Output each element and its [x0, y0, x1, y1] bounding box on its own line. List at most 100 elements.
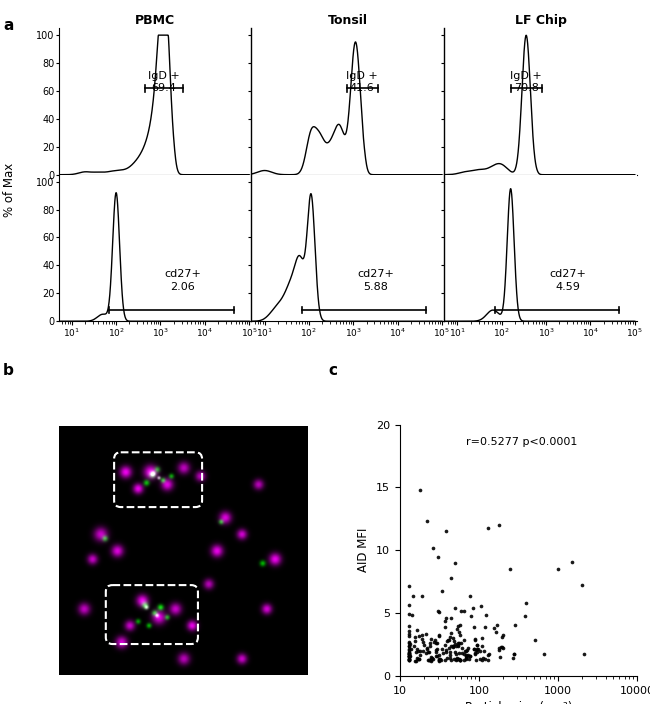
- Point: [471, 640, 482, 651]
- Point: [421, 628, 431, 639]
- Point: [459, 634, 469, 646]
- Text: 70.8: 70.8: [514, 82, 539, 93]
- Point: [460, 605, 470, 617]
- Point: [441, 645, 451, 656]
- Point: [415, 645, 426, 656]
- Point: [452, 640, 463, 651]
- Point: [404, 655, 414, 666]
- Point: [445, 631, 455, 643]
- Point: [454, 655, 465, 666]
- Point: [404, 599, 414, 610]
- Point: [439, 622, 450, 633]
- Point: [434, 655, 444, 666]
- Point: [447, 572, 457, 584]
- Point: [508, 653, 519, 664]
- Point: [480, 622, 490, 633]
- Point: [465, 591, 476, 602]
- Point: [425, 638, 436, 649]
- Point: [456, 647, 467, 658]
- Point: [479, 645, 489, 656]
- Point: [453, 640, 463, 651]
- Point: [462, 650, 473, 662]
- Point: [431, 637, 441, 648]
- Text: % of Max: % of Max: [3, 163, 16, 218]
- Point: [426, 651, 436, 662]
- Point: [417, 630, 428, 641]
- Point: [413, 654, 423, 665]
- Point: [432, 551, 443, 562]
- Point: [451, 654, 462, 665]
- Point: [404, 629, 414, 640]
- Point: [448, 640, 458, 651]
- Point: [460, 650, 471, 662]
- Text: IgD +: IgD +: [510, 71, 542, 81]
- Point: [469, 643, 479, 654]
- Point: [449, 635, 460, 646]
- Point: [425, 640, 436, 651]
- Point: [456, 637, 466, 648]
- Point: [461, 654, 471, 665]
- Point: [445, 612, 456, 624]
- Point: [404, 650, 415, 662]
- Point: [497, 642, 507, 653]
- Point: [495, 652, 505, 663]
- Point: [414, 654, 424, 665]
- Point: [441, 647, 452, 658]
- Point: [411, 646, 421, 658]
- Point: [457, 643, 467, 654]
- Point: [508, 648, 519, 660]
- Point: [404, 648, 414, 659]
- Point: [431, 646, 441, 658]
- Point: [455, 655, 465, 666]
- Point: [454, 648, 464, 659]
- Point: [465, 611, 476, 622]
- Point: [445, 649, 455, 660]
- Point: [490, 626, 501, 637]
- Text: 4.59: 4.59: [556, 282, 580, 292]
- Point: [404, 651, 415, 662]
- Point: [432, 637, 442, 648]
- Point: [463, 649, 473, 660]
- Point: [450, 654, 461, 665]
- Point: [464, 653, 474, 665]
- Title: LF Chip: LF Chip: [515, 14, 567, 27]
- Point: [410, 655, 420, 666]
- Point: [505, 563, 515, 574]
- Point: [483, 649, 493, 660]
- Point: [441, 653, 452, 664]
- Point: [419, 640, 430, 651]
- Point: [422, 643, 432, 655]
- Point: [520, 610, 530, 621]
- Point: [567, 556, 577, 567]
- Point: [539, 648, 549, 660]
- Point: [460, 649, 471, 660]
- Point: [450, 641, 461, 652]
- Point: [426, 654, 437, 665]
- Point: [494, 520, 504, 531]
- Point: [424, 655, 435, 666]
- Point: [471, 654, 482, 665]
- Point: [480, 653, 490, 665]
- Point: [477, 641, 488, 652]
- Point: [469, 643, 480, 655]
- Point: [427, 652, 437, 663]
- Point: [418, 646, 428, 657]
- Point: [413, 630, 424, 641]
- Text: a: a: [3, 18, 14, 32]
- Point: [417, 634, 427, 645]
- Point: [417, 590, 427, 601]
- Point: [459, 655, 469, 666]
- Point: [404, 639, 415, 650]
- Point: [484, 648, 494, 659]
- Point: [404, 644, 414, 655]
- Text: c: c: [328, 363, 337, 377]
- Point: [441, 612, 451, 624]
- Point: [454, 626, 464, 637]
- Point: [459, 648, 469, 660]
- Point: [470, 648, 480, 659]
- Point: [471, 643, 482, 655]
- Point: [473, 643, 483, 654]
- Point: [436, 585, 447, 596]
- Point: [404, 646, 414, 658]
- Point: [446, 654, 456, 665]
